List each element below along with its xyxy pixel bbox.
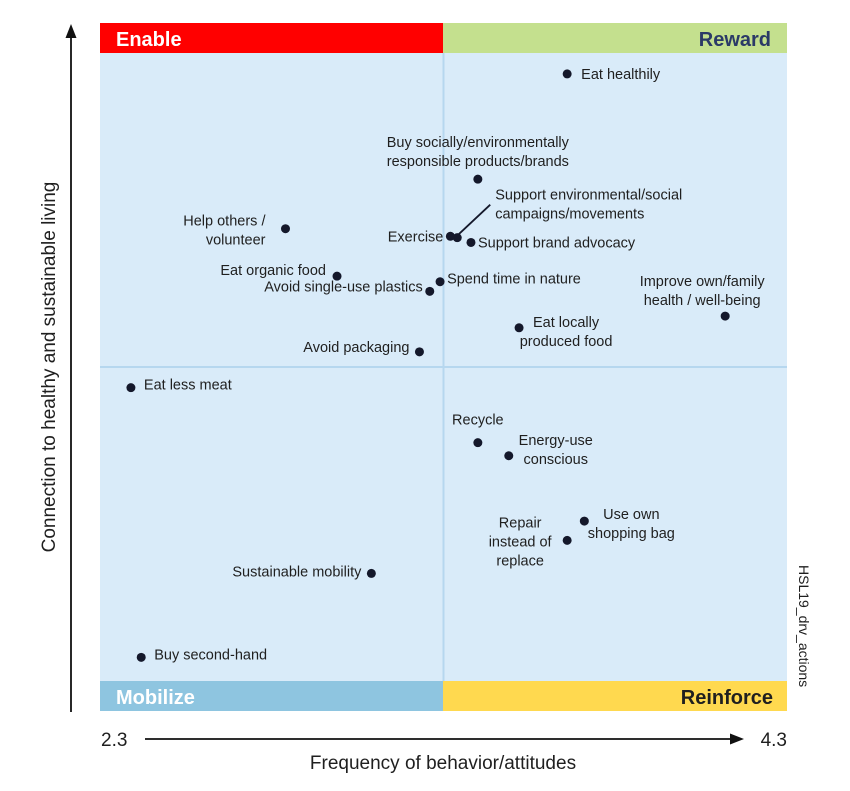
x-axis: 2.3 4.3 Frequency of behavior/attitudes — [101, 730, 787, 774]
point-marker — [473, 438, 482, 447]
plot-area — [100, 23, 787, 711]
y-axis-arrowhead — [66, 24, 77, 38]
quadrant-enable: Enable — [100, 23, 443, 53]
point-label: Eat healthily — [581, 67, 661, 83]
quadrant-reinforce-label: Reinforce — [681, 687, 773, 709]
quadrant-enable-label: Enable — [116, 29, 182, 51]
x-axis-arrowhead — [730, 734, 744, 745]
quadrant-reward-label: Reward — [699, 29, 771, 51]
y-axis-title: Connection to healthy and sustainable li… — [39, 182, 60, 553]
point-marker — [721, 312, 730, 321]
source-note: HSL19_drv_actions — [796, 565, 812, 687]
point-label: Buy second-hand — [154, 647, 267, 663]
point-label: Avoid single-use plastics — [264, 279, 423, 295]
x-axis-title: Frequency of behavior/attitudes — [310, 753, 576, 774]
point-marker — [580, 517, 589, 526]
quadrant-mobilize: Mobilize — [100, 681, 443, 711]
data-point: Support brand advocacy — [466, 235, 635, 251]
point-label: Sustainable mobility — [232, 564, 362, 580]
quadrant-reward: Reward — [443, 23, 787, 53]
point-marker — [504, 451, 513, 460]
point-marker — [466, 238, 475, 247]
point-label: Recycle — [452, 413, 504, 429]
data-point: Avoid single-use plastics — [264, 279, 434, 296]
point-label: Support brand advocacy — [478, 235, 636, 251]
point-marker — [126, 383, 135, 392]
point-marker — [473, 175, 482, 184]
point-marker — [137, 653, 146, 662]
data-point: Buy second-hand — [137, 647, 267, 663]
x-axis-end-label: 4.3 — [761, 730, 787, 751]
point-marker — [563, 536, 572, 545]
quadrant-mobilize-label: Mobilize — [116, 687, 195, 709]
point-marker — [367, 569, 376, 578]
y-axis: Connection to healthy and sustainable li… — [39, 24, 77, 712]
data-point: Eat organic food — [220, 263, 341, 281]
point-marker — [281, 224, 290, 233]
point-label: Eat less meat — [144, 378, 232, 394]
point-marker — [515, 323, 524, 332]
quadrant-scatter-chart: Enable Reward Mobilize Reinforce Eat hea… — [0, 0, 850, 791]
point-label: Eat organic food — [220, 263, 326, 279]
data-point: Avoid packaging — [303, 340, 424, 357]
point-label: Exercise — [388, 229, 444, 245]
data-point: Sustainable mobility — [232, 564, 375, 580]
point-marker — [415, 347, 424, 356]
point-label: Spend time in nature — [447, 272, 581, 288]
point-marker — [563, 69, 572, 78]
x-axis-start-label: 2.3 — [101, 730, 127, 751]
point-marker — [436, 277, 445, 286]
point-marker — [446, 232, 455, 241]
point-marker — [425, 287, 434, 296]
data-point: Spend time in nature — [436, 272, 581, 288]
point-label: Avoid packaging — [303, 340, 409, 356]
quadrant-reinforce: Reinforce — [443, 681, 787, 711]
